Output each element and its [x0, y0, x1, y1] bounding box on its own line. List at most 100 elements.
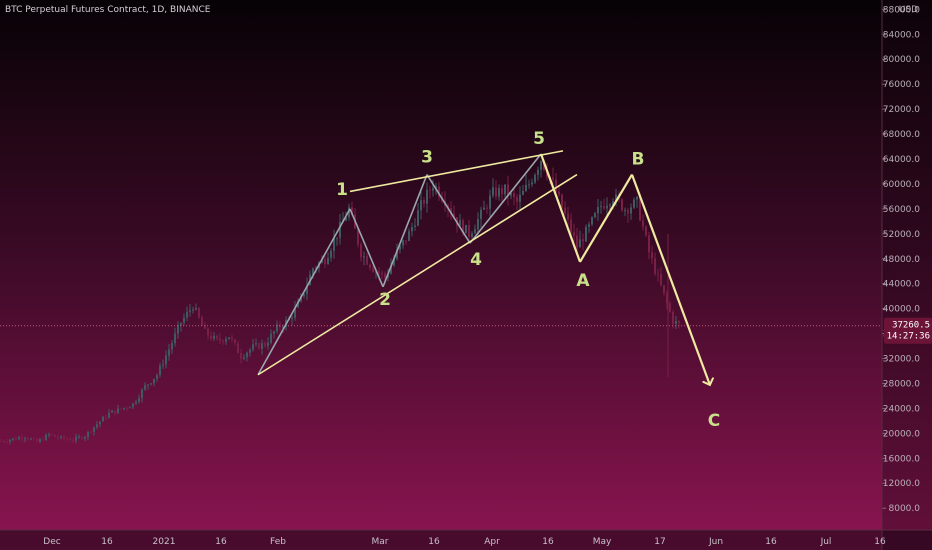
price-tick-label: 88000.0	[883, 5, 920, 15]
price-tick-label: 80000.0	[883, 55, 920, 65]
time-tick-label: 16	[542, 537, 554, 547]
candle-body	[585, 226, 587, 242]
candle-body	[12, 438, 14, 440]
candle-body	[315, 267, 317, 269]
candle-body	[390, 265, 392, 274]
candle-body	[558, 191, 560, 195]
wedge-trendline	[349, 150, 564, 193]
chart-title: BTC Perpetual Futures Contract, 1D, BINA…	[5, 5, 211, 15]
candle-body	[423, 200, 425, 204]
candle-body	[3, 440, 5, 442]
candle-body	[228, 337, 230, 340]
candle-body	[483, 207, 485, 210]
price-axis-currency: USD	[899, 5, 918, 15]
candle-body	[642, 220, 644, 227]
candle-body	[186, 311, 188, 318]
candle-body	[657, 273, 659, 275]
candle-body	[633, 199, 635, 208]
wave-segment	[257, 208, 351, 376]
candle-body	[147, 384, 149, 386]
price-tick-label: 64000.0	[883, 155, 920, 165]
candle-body	[162, 364, 164, 366]
time-axis-panel[interactable]	[0, 530, 932, 550]
candle-body	[294, 307, 296, 318]
candle-body	[216, 335, 218, 339]
candle-body	[477, 219, 479, 230]
candle-body	[381, 273, 383, 275]
candle-body	[48, 434, 50, 436]
candle-body	[204, 325, 206, 329]
candle-body	[78, 436, 80, 438]
candle-body	[69, 439, 71, 441]
candle-body	[201, 317, 203, 326]
candle-body	[297, 301, 299, 308]
price-tick-label: 40000.0	[883, 305, 920, 315]
wave-layer	[257, 153, 710, 385]
candle-body	[234, 339, 236, 344]
candle-body	[198, 308, 200, 318]
price-tick-label: 20000.0	[883, 429, 920, 439]
candle-body	[405, 240, 407, 242]
candle-body	[564, 207, 566, 214]
candle-body	[231, 337, 233, 340]
candle-body	[366, 256, 368, 265]
candle-body	[258, 343, 260, 349]
candle-body	[267, 342, 269, 346]
candle-body	[510, 193, 512, 196]
price-tag-countdown: 14:27:36	[887, 332, 930, 342]
price-axis-panel[interactable]	[882, 0, 932, 550]
candle-body	[609, 205, 611, 207]
candles-layer	[0, 160, 680, 445]
candle-body	[324, 259, 326, 265]
candle-body	[495, 187, 497, 197]
candle-body	[330, 250, 332, 258]
candle-body	[51, 434, 53, 436]
candle-body	[351, 207, 353, 215]
candle-body	[27, 438, 29, 440]
candle-body	[507, 184, 509, 196]
candle-body	[612, 201, 614, 206]
candle-body	[6, 441, 8, 443]
candle-body	[648, 235, 650, 253]
price-tick-label: 12000.0	[883, 479, 920, 489]
candle-body	[138, 398, 140, 402]
candle-body	[624, 210, 626, 212]
candle-body	[402, 240, 404, 246]
time-tick-label: 16	[765, 537, 777, 547]
candle-body	[255, 343, 257, 345]
candle-body	[426, 189, 428, 204]
candle-body	[489, 195, 491, 209]
wedge-trendline	[257, 173, 578, 376]
candle-body	[345, 217, 347, 221]
wave-label-b: B	[632, 150, 645, 170]
candle-body	[102, 416, 104, 422]
candle-body	[87, 431, 89, 438]
candle-body	[270, 333, 272, 343]
time-tick-label: 16	[428, 537, 440, 547]
candle-body	[396, 249, 398, 259]
label-layer: 1 2 3 4 5 A B C	[336, 129, 720, 431]
candle-body	[291, 317, 293, 319]
candle-body	[525, 184, 527, 191]
price-tick-label: 76000.0	[883, 80, 920, 90]
wave-segment	[630, 174, 710, 385]
candle-body	[666, 293, 668, 304]
candle-body	[243, 357, 245, 359]
wave-label-a: A	[576, 271, 590, 291]
wave-label-2: 2	[379, 290, 391, 310]
current-price-tag: 37260.5 14:27:36	[884, 317, 932, 344]
candle-body	[627, 210, 629, 214]
candle-body	[348, 207, 350, 218]
candle-body	[252, 344, 254, 350]
candle-body	[111, 410, 113, 413]
candle-body	[501, 187, 503, 195]
candle-body	[417, 210, 419, 226]
time-tick-label: May	[593, 537, 612, 547]
candle-body	[534, 174, 536, 183]
candle-body	[540, 161, 542, 170]
candle-body	[36, 438, 38, 442]
candle-body	[180, 322, 182, 326]
candle-body	[597, 207, 599, 214]
candle-body	[123, 407, 125, 410]
